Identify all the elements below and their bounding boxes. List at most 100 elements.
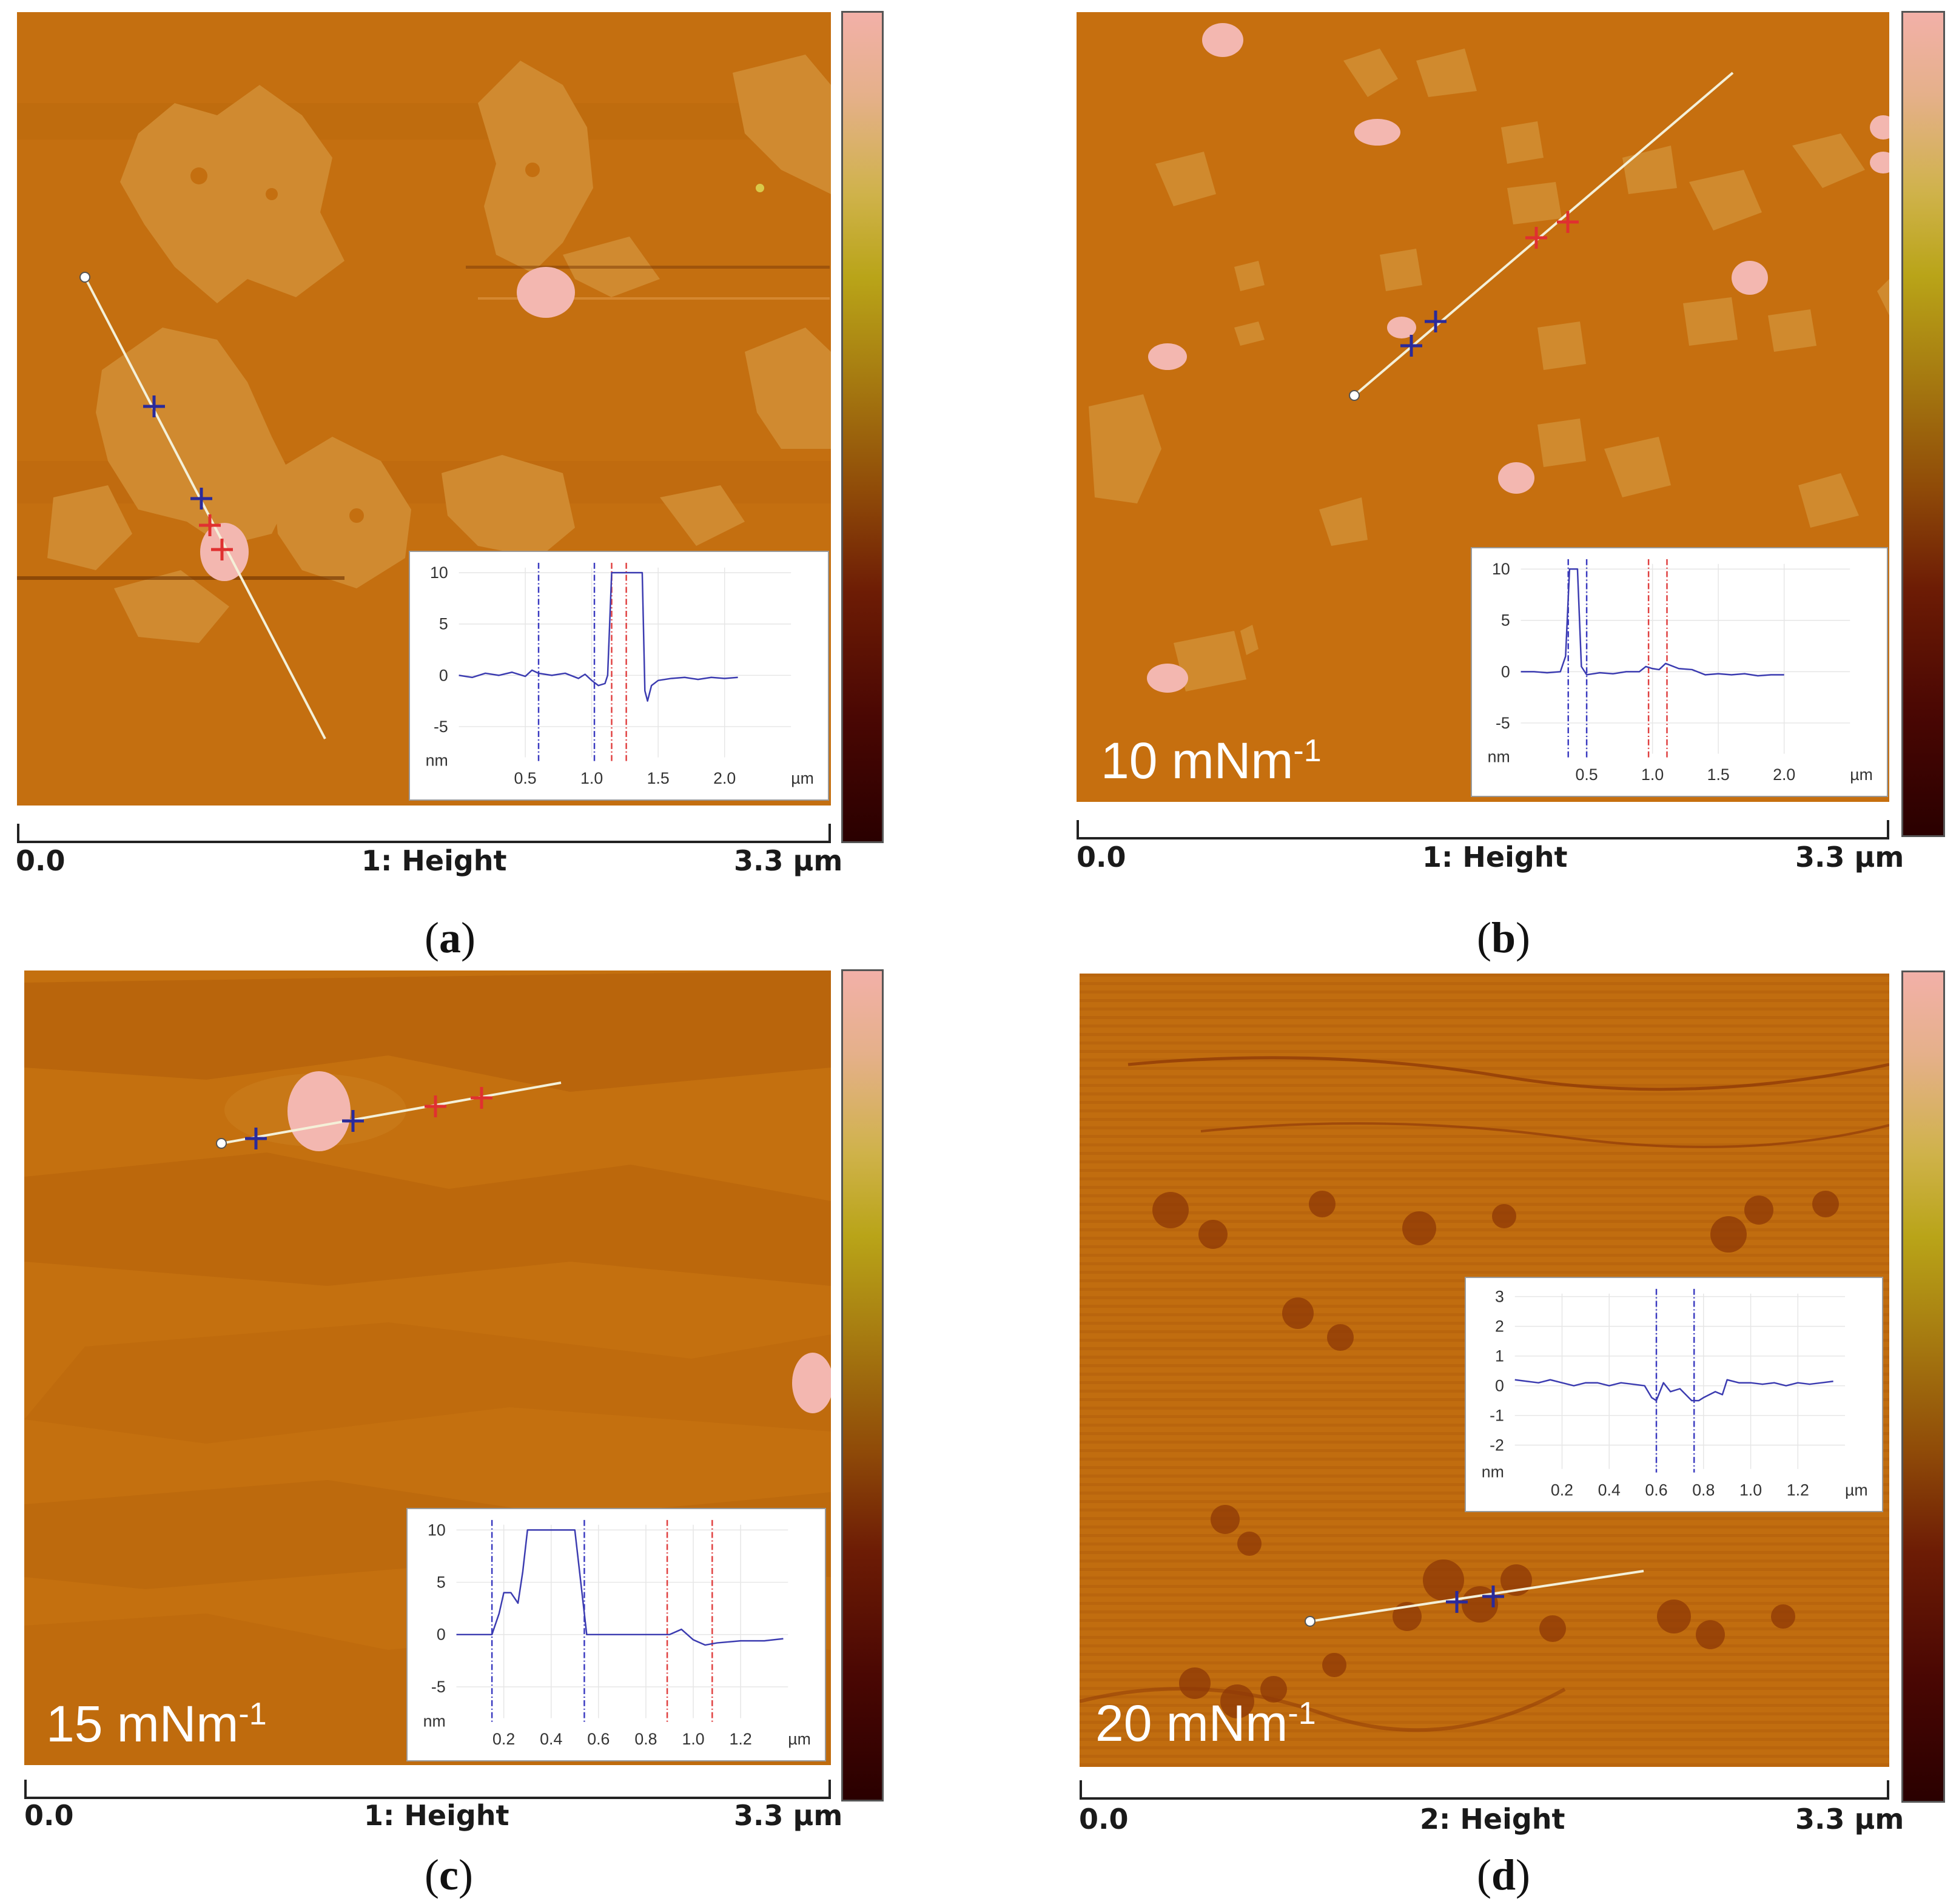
afm-height-image: 20 mNm-1 3 2 1 0 -1 -2 0.2 0.4 0.6 0.8 1.0 1.2 nm µm (1080, 974, 1889, 1767)
channel-label: 1: Height (361, 844, 507, 877)
height-profile-line (456, 1529, 784, 1646)
x-tick-label: 1.0 (1739, 1481, 1762, 1499)
colorbar (841, 969, 884, 1801)
y-tick-label: 0 (1501, 662, 1510, 681)
y-tick-label: 0 (1495, 1376, 1504, 1394)
height-profile-line (459, 571, 738, 702)
y-tick-label: -5 (434, 718, 448, 736)
height-profile-chart: 3 2 1 0 -1 -2 0.2 0.4 0.6 0.8 1.0 1.2 nm µm (1482, 1288, 1868, 1499)
scale-end: 3.3 µm (734, 844, 843, 877)
x-tick-label: 1.0 (1641, 765, 1664, 784)
x-tick-label: 0.5 (1576, 765, 1598, 784)
height-profile-inset: 10 5 0 -5 0.5 1.0 1.5 2.0 nm µm (1471, 547, 1888, 797)
x-tick-label: 0.5 (514, 769, 537, 787)
x-tick-label: 1.0 (682, 1730, 704, 1748)
y-tick-label: 0 (439, 666, 448, 684)
y-tick-label: 2 (1495, 1317, 1504, 1336)
afm-height-image: 15 mNm-1 10 5 0 -5 0.2 0.4 0.6 0.8 1.0 1.2 nm µm (24, 971, 831, 1765)
blue-cursor-marker (1446, 1591, 1468, 1613)
y-tick-label: -1 (1490, 1406, 1504, 1424)
section-line-overlay (79, 272, 326, 739)
x-tick-label: 2.0 (713, 769, 736, 787)
x-tick-label: 0.4 (540, 1730, 562, 1748)
colorbar (1901, 971, 1945, 1803)
afm-height-image: 10 5 0 -5 0.5 1.0 1.5 2.0 nm µm (17, 12, 831, 806)
x-tick-label: 0.6 (1645, 1481, 1667, 1499)
y-unit-label: nm (423, 1712, 446, 1731)
y-tick-label: 0 (437, 1626, 446, 1644)
scale-end: 3.3 µm (1795, 1803, 1904, 1835)
scale-start: 0.0 (16, 844, 66, 877)
height-profile-chart: 10 5 0 -5 0.2 0.4 0.6 0.8 1.0 1.2 nm µm (423, 1519, 811, 1748)
panel-caption: (c) (425, 1851, 473, 1899)
blue-cursor-marker (245, 1128, 267, 1149)
x-unit-label: µm (1850, 765, 1873, 784)
x-tick-label: 1.2 (730, 1730, 752, 1748)
red-cursor-marker (425, 1095, 446, 1117)
y-tick-label: 10 (428, 1521, 446, 1539)
y-tick-label: 5 (437, 1573, 446, 1591)
x-tick-label: 0.4 (1598, 1481, 1621, 1499)
surface-pressure-label: 10 mNm-1 (1101, 732, 1322, 789)
height-profile-line (1520, 568, 1784, 677)
y-unit-label: nm (1482, 1463, 1504, 1481)
blue-cursor-marker (1425, 311, 1447, 332)
surface-pressure-label: 20 mNm-1 (1095, 1695, 1316, 1752)
height-profile-inset: 10 5 0 -5 0.2 0.4 0.6 0.8 1.0 1.2 nm µm (406, 1508, 826, 1761)
y-tick-label: 1 (1495, 1347, 1504, 1365)
y-tick-label: 3 (1495, 1288, 1504, 1306)
section-line-overlay (216, 1082, 562, 1149)
panel-caption: (d) (1477, 1851, 1531, 1899)
blue-cursor-marker (1400, 335, 1422, 357)
channel-label: 1: Height (1422, 841, 1568, 873)
afm-height-image: 10 mNm-1 10 5 0 -5 0.5 1.0 1.5 2.0 nm µm (1077, 12, 1889, 802)
blue-cursor-marker (190, 488, 212, 510)
y-tick-label: 10 (1492, 560, 1510, 578)
panel-caption: (a) (425, 913, 475, 962)
x-tick-label: 0.2 (1551, 1481, 1573, 1499)
x-unit-label: µm (1845, 1481, 1868, 1499)
panel-b: 10 mNm-1 10 5 0 -5 0.5 1.0 1.5 2.0 nm µm 0.0 1: H… (980, 0, 1959, 971)
x-tick-label: 1.5 (1707, 765, 1730, 784)
y-tick-label: 10 (430, 563, 448, 582)
height-profile-chart: 10 5 0 -5 0.5 1.0 1.5 2.0 nm µm (426, 562, 814, 787)
red-cursor-marker (1525, 227, 1547, 249)
x-tick-label: 0.6 (587, 1730, 610, 1748)
scale-bar (1080, 1780, 1889, 1800)
scale-bar (1077, 820, 1889, 839)
height-profile-chart: 10 5 0 -5 0.5 1.0 1.5 2.0 nm µm (1488, 559, 1873, 784)
x-tick-label: 1.5 (647, 769, 670, 787)
y-tick-label: -5 (431, 1678, 446, 1696)
y-tick-label: 5 (1501, 611, 1510, 630)
scale-end: 3.3 µm (1795, 841, 1904, 873)
y-tick-label: -5 (1496, 714, 1510, 732)
x-tick-label: 0.2 (492, 1730, 515, 1748)
panel-d: 20 mNm-1 3 2 1 0 -1 -2 0.2 0.4 0.6 0.8 1.0 1.2 nm µm … (980, 958, 1959, 1904)
channel-label: 1: Height (364, 1799, 509, 1832)
x-tick-label: 0.8 (634, 1730, 657, 1748)
section-line-overlay (1349, 72, 1734, 401)
panel-caption: (b) (1477, 913, 1531, 962)
red-cursor-marker (1557, 211, 1579, 233)
scale-start: 0.0 (24, 1799, 74, 1832)
scale-bar (17, 824, 831, 843)
x-unit-label: µm (791, 769, 814, 787)
blue-cursor-marker (1482, 1586, 1504, 1607)
colorbar (841, 11, 884, 843)
height-profile-line (1514, 1379, 1833, 1402)
channel-label: 2: Height (1420, 1803, 1565, 1835)
red-cursor-marker (199, 514, 221, 536)
blue-cursor-marker (342, 1110, 364, 1132)
y-unit-label: nm (426, 752, 448, 770)
x-tick-label: 1.2 (1787, 1481, 1809, 1499)
scale-start: 0.0 (1077, 841, 1126, 873)
x-tick-label: 1.0 (580, 769, 603, 787)
section-line-overlay (1305, 1570, 1644, 1627)
red-cursor-marker (211, 539, 233, 560)
y-unit-label: nm (1488, 748, 1510, 766)
y-tick-label: -2 (1490, 1436, 1504, 1454)
surface-pressure-label: 15 mNm-1 (46, 1695, 267, 1752)
x-unit-label: µm (788, 1730, 811, 1748)
panel-a: 10 5 0 -5 0.5 1.0 1.5 2.0 nm µm 0.0 1: Height 3.3… (0, 0, 980, 971)
height-profile-inset: 3 2 1 0 -1 -2 0.2 0.4 0.6 0.8 1.0 1.2 nm µm (1465, 1277, 1883, 1512)
